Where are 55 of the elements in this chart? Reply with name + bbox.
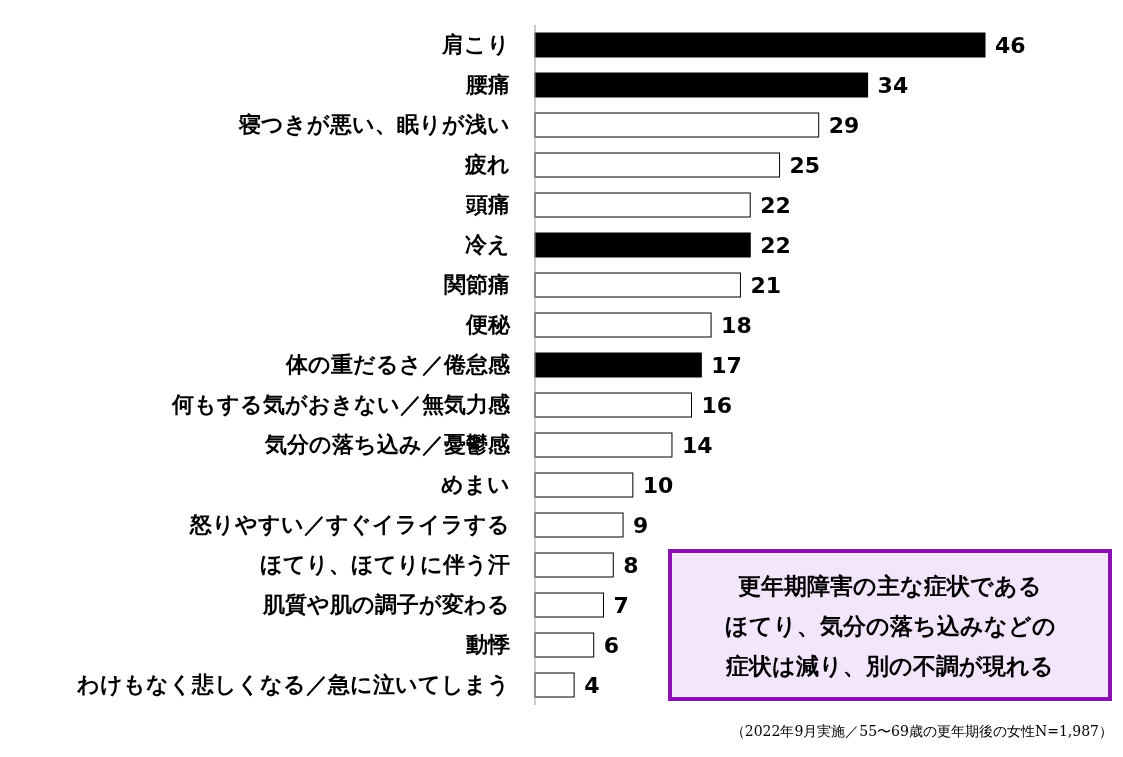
data-label: 18 bbox=[721, 312, 752, 338]
y-tick-label: 怒りやすい／すぐイライラする bbox=[189, 512, 510, 538]
y-tick-label: 何もする気がおきない／無気力感 bbox=[171, 392, 511, 418]
bar bbox=[534, 152, 781, 178]
bar bbox=[534, 32, 986, 58]
bar bbox=[534, 632, 595, 658]
y-tick-label: 動悸 bbox=[465, 632, 510, 658]
data-label: 46 bbox=[995, 32, 1026, 58]
data-label: 8 bbox=[623, 552, 639, 578]
annotation: ほてり、気分の落ち込みなどの bbox=[724, 613, 1056, 639]
data-label: 10 bbox=[642, 472, 674, 498]
data-label: 25 bbox=[789, 152, 821, 178]
y-tick-label: 腰痛 bbox=[465, 72, 510, 98]
data-label: 21 bbox=[750, 272, 782, 298]
y-tick-label: 頭痛 bbox=[465, 192, 510, 218]
bar bbox=[534, 272, 741, 298]
annotation: 症状は減り、別の不調が現れる bbox=[725, 653, 1054, 679]
bar bbox=[534, 592, 604, 618]
bar bbox=[534, 192, 751, 218]
data-label: 14 bbox=[681, 432, 713, 458]
y-tick-label: 肌質や肌の調子が変わる bbox=[262, 592, 510, 618]
bar bbox=[534, 392, 693, 418]
y-tick-label: 便秘 bbox=[465, 312, 511, 338]
y-tick-label: 気分の落ち込み／憂鬱感 bbox=[264, 432, 511, 458]
bar bbox=[534, 512, 624, 538]
bar bbox=[534, 472, 634, 498]
data-label: 29 bbox=[828, 112, 860, 138]
bar bbox=[534, 432, 673, 458]
bar bbox=[534, 112, 820, 138]
y-tick-label: めまい bbox=[441, 472, 510, 498]
bar bbox=[534, 352, 702, 378]
data-label: 22 bbox=[760, 232, 791, 258]
text: （2022年9月実施／55〜69歳の更年期後の女性N=1,987） bbox=[730, 723, 1113, 739]
data-label: 34 bbox=[877, 72, 909, 98]
y-tick-label: 冷え bbox=[465, 232, 510, 258]
y-tick-label: 関節痛 bbox=[444, 272, 510, 298]
data-label: 6 bbox=[603, 632, 620, 658]
y-tick-label: わけもなく悲しくなる／急に泣いてしまう bbox=[76, 672, 510, 698]
y-tick-label: 肩こり bbox=[441, 32, 510, 58]
y-tick-label: 体の重だるさ／倦怠感 bbox=[285, 352, 511, 378]
bar bbox=[534, 232, 751, 258]
data-label: 7 bbox=[613, 592, 629, 618]
data-label: 9 bbox=[633, 512, 649, 538]
y-tick-label: 寝つきが悪い、眠りが浅い bbox=[238, 112, 510, 138]
bar bbox=[534, 672, 575, 698]
bar bbox=[534, 72, 869, 98]
data-label: 17 bbox=[711, 352, 742, 378]
y-tick-label: 疲れ bbox=[464, 152, 510, 178]
annotation: 更年期障害の主な症状である bbox=[738, 573, 1042, 599]
data-label: 16 bbox=[701, 392, 733, 418]
data-label: 4 bbox=[584, 672, 600, 698]
bar bbox=[534, 312, 712, 338]
bar bbox=[534, 552, 614, 578]
y-tick-label: ほてり、ほてりに伴う汗 bbox=[260, 552, 510, 578]
data-label: 22 bbox=[760, 192, 791, 218]
